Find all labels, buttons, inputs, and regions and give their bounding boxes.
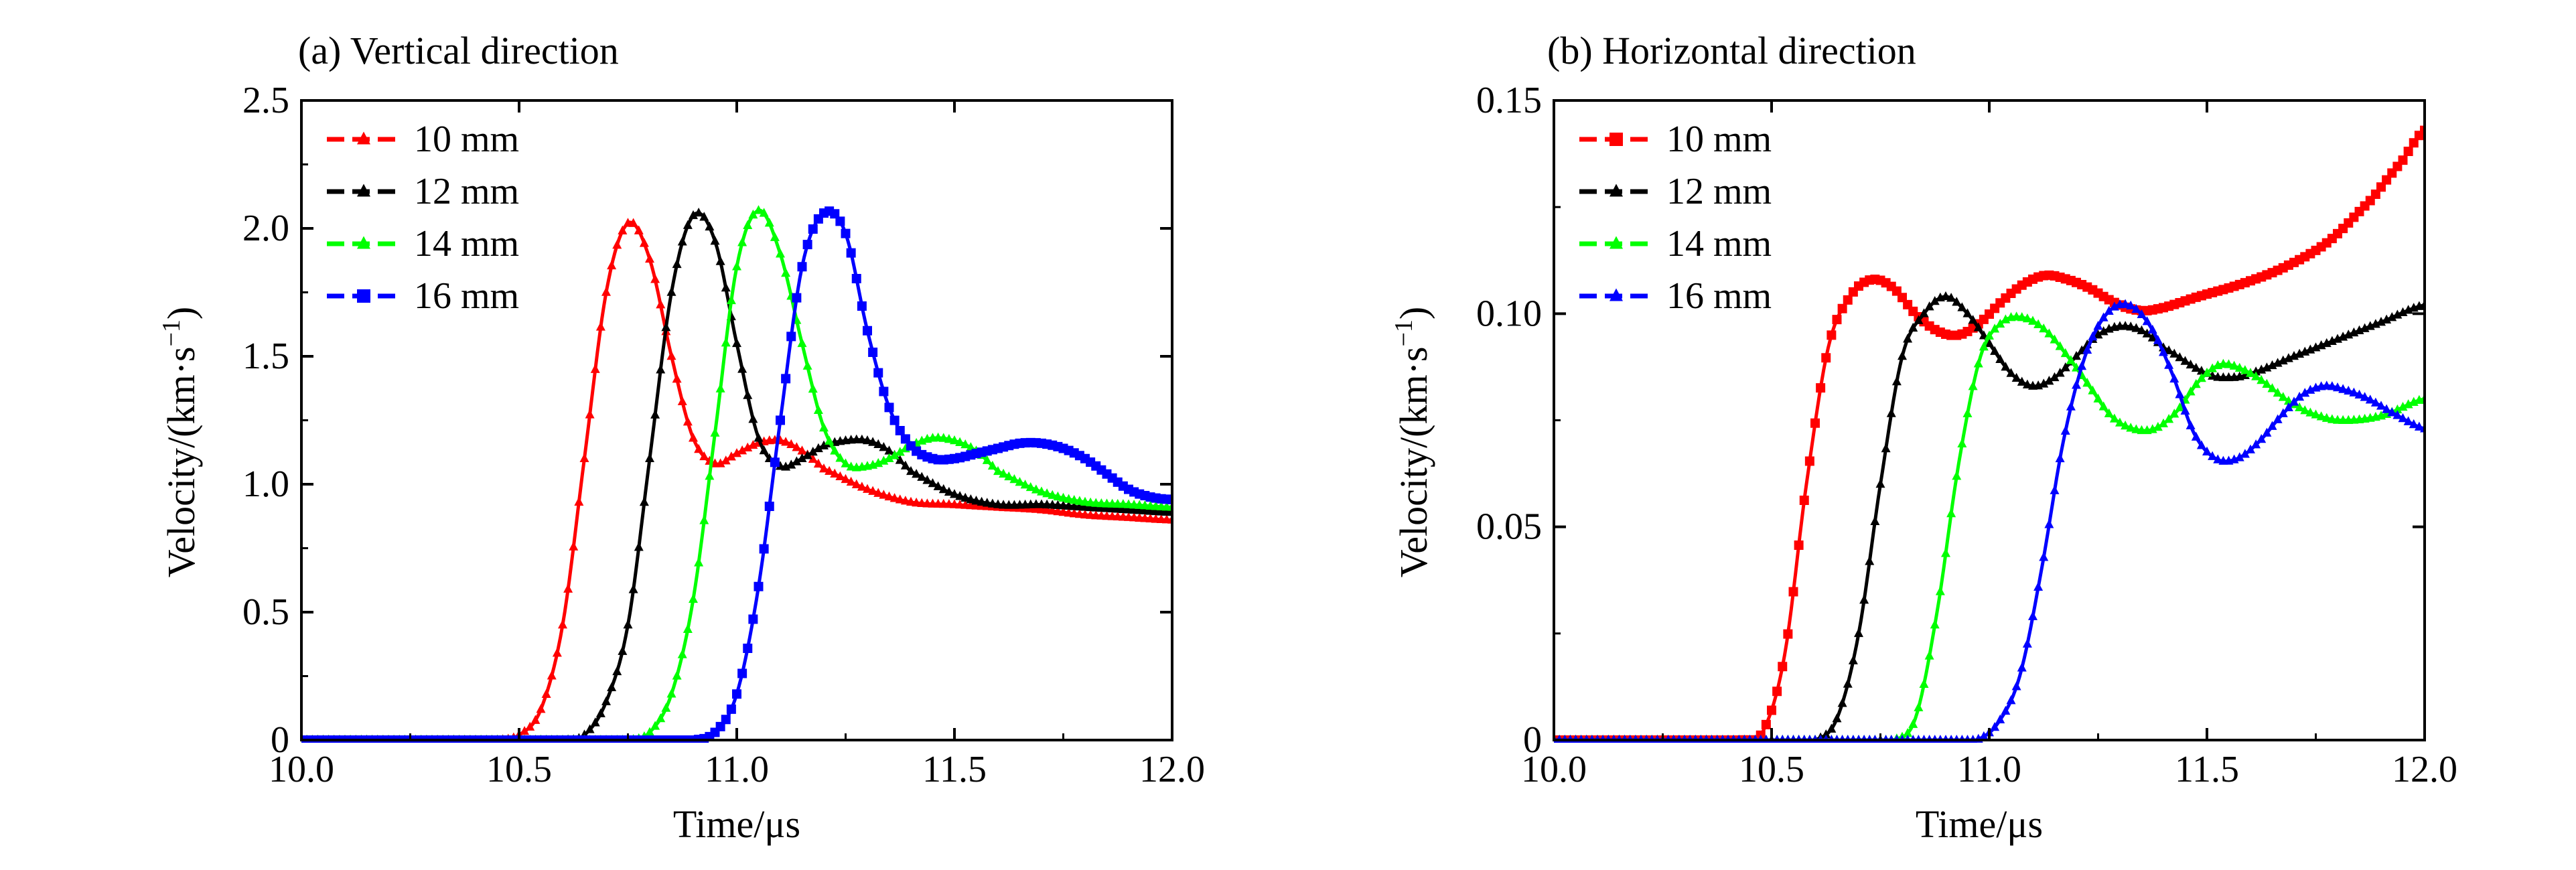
panel-b-legend-label-1: 12 mm bbox=[1666, 171, 1772, 212]
panel-b-series-0 bbox=[1554, 125, 2425, 743]
panel-a-y-tick-label: 1.5 bbox=[242, 336, 289, 377]
panel-a-x-tick-label: 10.5 bbox=[486, 749, 552, 790]
panel-a-legend-label-2: 14 mm bbox=[414, 223, 519, 265]
panel-b-series-0-line bbox=[1554, 129, 2425, 742]
panel-b-y-label-close: ) bbox=[1392, 307, 1435, 319]
panel-b-legend-marker-2 bbox=[1609, 236, 1623, 249]
panel-b: (b) Horizontal direction 10.0 10.5 11.0 11.… bbox=[1390, 29, 2457, 846]
panel-b-x-tick-label: 12.0 bbox=[2392, 749, 2457, 790]
panel-a-x-axis-label: Time/μs bbox=[673, 802, 800, 846]
panel-b-series-3-markers bbox=[1554, 299, 2425, 743]
panel-b-x-tick-label: 10.0 bbox=[1521, 749, 1587, 790]
panel-b-legend-item-0: 10 mm bbox=[1579, 119, 1772, 160]
panel-a-y-tick-label: 0 bbox=[271, 719, 289, 761]
panel-b-y-label-main: Velocity/(km·s bbox=[1392, 347, 1435, 578]
panel-a-x-tick-label: 11.5 bbox=[922, 749, 987, 790]
panel-b-series-1-line bbox=[1554, 295, 2425, 742]
panel-a-legend-marker-0 bbox=[357, 131, 370, 145]
panel-a-legend-item-1: 12 mm bbox=[327, 171, 519, 212]
panel-a-legend-item-0: 10 mm bbox=[327, 119, 519, 160]
panel-a-legend-label-1: 12 mm bbox=[414, 171, 519, 212]
panel-b-series-2 bbox=[1554, 311, 2425, 743]
panel-a-legend-label-3: 16 mm bbox=[414, 275, 519, 317]
panel-a-legend-item-2: 14 mm bbox=[327, 223, 519, 265]
panel-a-y-label-close: ) bbox=[159, 307, 203, 319]
panel-a-y-label-sup: −1 bbox=[157, 319, 186, 346]
panel-a-legend-label-0: 10 mm bbox=[414, 119, 519, 160]
panel-a-y-tick-label: 1.0 bbox=[242, 463, 289, 505]
panel-a-legend-marker-3 bbox=[357, 289, 370, 303]
panel-a-x-tick-label: 11.0 bbox=[705, 749, 769, 790]
panel-a-x-tick-label: 12.0 bbox=[1139, 749, 1205, 790]
panel-b-legend-label-3: 16 mm bbox=[1666, 275, 1772, 317]
panel-a-series-2-markers bbox=[301, 205, 1172, 743]
panel-b-series-1-markers bbox=[1554, 291, 2425, 743]
panel-b-ticks: 10.0 10.5 11.0 11.5 12.0 0 0.05 0.10 0.15 bbox=[1476, 80, 2457, 790]
panel-b-legend-item-1: 12 mm bbox=[1579, 171, 1772, 212]
panel-b-y-axis-label: Velocity/(km·s−1) bbox=[1390, 307, 1435, 577]
panel-b-title: (b) Horizontal direction bbox=[1547, 29, 1916, 72]
panel-b-y-tick-label: 0.05 bbox=[1476, 506, 1542, 548]
panel-b-y-label-sup: −1 bbox=[1390, 319, 1418, 346]
panel-a-y-label-main: Velocity/(km·s bbox=[159, 347, 203, 578]
panel-b-series-2-line bbox=[1554, 315, 2425, 742]
panel-b-series-3-line bbox=[1554, 303, 2425, 742]
panel-b-legend: 10 mm 12 mm 14 mm 16 mm bbox=[1579, 119, 1772, 317]
panel-b-legend-marker-1 bbox=[1609, 184, 1623, 197]
panel-b-legend-marker-3 bbox=[1609, 288, 1623, 301]
panel-a-legend-marker-1 bbox=[357, 184, 370, 197]
panel-a-ticks: 10.0 10.5 11.0 11.5 12.0 0 0.5 1.0 1.5 2.0 2.5 bbox=[242, 80, 1205, 790]
panel-a-y-tick-label: 2.5 bbox=[242, 80, 289, 121]
panel-a: (a) Vertical direction 10.0 10.5 11.0 11.5 1… bbox=[157, 29, 1205, 846]
panel-a-y-axis-label: Velocity/(km·s−1) bbox=[157, 307, 203, 577]
panel-b-y-tick-label: 0 bbox=[1523, 719, 1542, 761]
panel-b-series-1 bbox=[1554, 291, 2425, 743]
panel-b-series-0-markers bbox=[1554, 125, 2425, 743]
panel-b-legend-item-2: 14 mm bbox=[1579, 223, 1772, 265]
panel-a-y-tick-label: 2.0 bbox=[242, 208, 289, 249]
panel-b-legend-label-0: 10 mm bbox=[1666, 119, 1772, 160]
panel-a-legend: 10 mm 12 mm 14 mm 16 mm bbox=[327, 119, 519, 317]
panel-b-legend-label-2: 14 mm bbox=[1666, 223, 1772, 265]
panel-a-title: (a) Vertical direction bbox=[298, 29, 619, 72]
panel-b-x-tick-label: 10.5 bbox=[1739, 749, 1804, 790]
panel-a-y-tick-label: 0.5 bbox=[242, 591, 289, 633]
panel-b-x-axis-label: Time/μs bbox=[1916, 802, 2043, 846]
panel-a-legend-marker-2 bbox=[357, 236, 370, 249]
panel-b-x-tick-label: 11.5 bbox=[2175, 749, 2239, 790]
panel-b-legend-item-3: 16 mm bbox=[1579, 275, 1772, 317]
panel-a-legend-item-3: 16 mm bbox=[327, 275, 519, 317]
panel-b-series-2-markers bbox=[1554, 311, 2425, 743]
panel-b-y-tick-label: 0.15 bbox=[1476, 80, 1542, 121]
panel-b-series-3 bbox=[1554, 299, 2425, 743]
panel-b-y-tick-label: 0.10 bbox=[1476, 293, 1542, 334]
panel-a-x-tick-label: 10.0 bbox=[269, 749, 334, 790]
panel-b-legend-marker-0 bbox=[1609, 133, 1623, 146]
panel-b-x-tick-label: 11.0 bbox=[1957, 749, 2021, 790]
panel-b-plot-area bbox=[1554, 125, 2425, 743]
